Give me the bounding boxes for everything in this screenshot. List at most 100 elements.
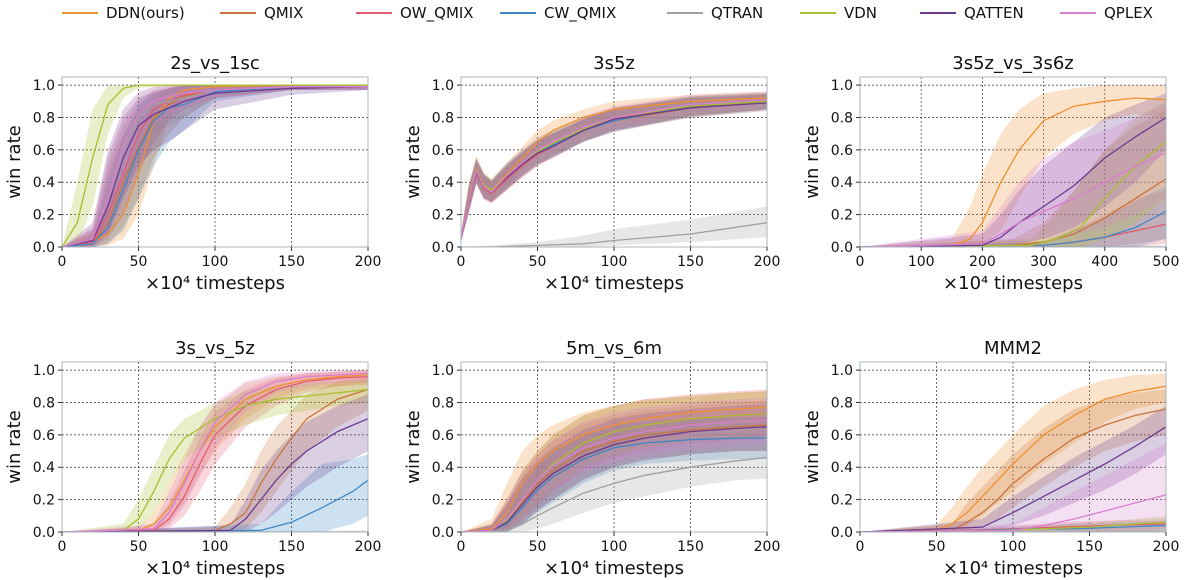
y-axis-label: win rate — [802, 410, 823, 483]
series-band — [860, 101, 1166, 247]
series-band — [860, 520, 1166, 532]
series-band — [62, 370, 368, 532]
y-tick-label: 0.2 — [33, 208, 55, 224]
y-tick-label: 1.0 — [432, 363, 454, 379]
x-tick-label: 100 — [601, 254, 628, 270]
legend-swatch — [62, 12, 98, 14]
x-tick-label: 50 — [130, 254, 148, 270]
y-tick-label: 0.2 — [33, 493, 55, 509]
x-tick-label: 200 — [355, 254, 382, 270]
series-band — [860, 405, 1166, 532]
series-line — [62, 375, 368, 532]
x-tick-label: 100 — [601, 539, 628, 555]
series-band — [62, 454, 368, 532]
x-tick-label: 100 — [908, 254, 935, 270]
y-tick-label: 0.2 — [432, 493, 454, 509]
series-line — [62, 84, 368, 247]
y-tick-label: 0.0 — [33, 525, 55, 541]
series-band — [62, 376, 368, 532]
legend-swatch — [500, 12, 536, 14]
legend-item: QATTEN — [920, 2, 1024, 24]
x-tick-label: 0 — [58, 539, 67, 555]
chart-panel: 0.0 0.2 0.4 0.6 0.8 1.0 0 50 100 150 200 2s_vs_1sc ×… — [4, 53, 381, 294]
y-tick-label: 0.4 — [432, 460, 454, 476]
x-tick-label: 500 — [1153, 254, 1180, 270]
x-tick-label: 0 — [58, 254, 67, 270]
series-line — [461, 97, 767, 240]
x-tick-label: 150 — [677, 539, 704, 555]
y-tick-label: 1.0 — [432, 78, 454, 94]
series-line — [461, 456, 767, 532]
x-tick-label: 0 — [457, 254, 466, 270]
chart-panel: 0.0 0.2 0.4 0.6 0.8 1.0 0 50 100 150 200 3s5z ×10⁴ t… — [403, 53, 780, 294]
y-tick-label: 0.8 — [831, 395, 853, 411]
series-line — [62, 374, 368, 532]
x-axis-label: ×10⁴ timesteps — [544, 273, 684, 294]
panel-title: 3s5z_vs_3s6z — [952, 53, 1074, 74]
panel-title: MMM2 — [984, 338, 1042, 359]
y-tick-label: 0.0 — [831, 525, 853, 541]
x-tick-label: 50 — [529, 254, 547, 270]
x-axis-label: ×10⁴ timesteps — [943, 558, 1083, 579]
series-band — [461, 94, 767, 243]
legend-label: QMIX — [264, 4, 304, 22]
series-line — [461, 99, 767, 240]
chart-panel: 0.0 0.2 0.4 0.6 0.8 1.0 0 50 100 150 200 3s_vs_5z ×1… — [4, 338, 381, 579]
series-band — [860, 190, 1166, 247]
y-axis-label: win rate — [802, 125, 823, 198]
y-tick-label: 1.0 — [831, 363, 853, 379]
x-axis-label: ×10⁴ timesteps — [544, 558, 684, 579]
series-line — [860, 385, 1166, 532]
legend-swatch — [920, 12, 956, 14]
series-line — [860, 97, 1166, 247]
series-line — [860, 152, 1166, 247]
series-band — [860, 373, 1166, 532]
x-tick-label: 150 — [1076, 539, 1103, 555]
chart-panel: 0.0 0.2 0.4 0.6 0.8 1.0 0 50 100 150 200 5m_vs_6m ×1… — [403, 338, 780, 579]
y-tick-label: 0.6 — [432, 143, 454, 159]
y-tick-label: 0.8 — [33, 395, 55, 411]
series-band — [461, 206, 767, 247]
y-tick-label: 0.2 — [831, 208, 853, 224]
legend-item: OW_QMIX — [356, 2, 474, 24]
y-tick-label: 0.0 — [831, 240, 853, 256]
series-line — [461, 413, 767, 532]
x-axis-label: ×10⁴ timesteps — [145, 273, 285, 294]
plot-area — [860, 77, 1166, 247]
y-tick-label: 1.0 — [831, 78, 853, 94]
series-line — [461, 406, 767, 532]
legend-item: DDN(ours) — [62, 2, 185, 24]
y-tick-label: 0.0 — [432, 525, 454, 541]
y-tick-label: 0.2 — [831, 493, 853, 509]
legend-item: QPLEX — [1060, 2, 1153, 24]
legend-label: QATTEN — [964, 4, 1024, 22]
legend-swatch — [667, 12, 703, 14]
series-band — [860, 104, 1166, 247]
plot-series — [62, 370, 368, 532]
series-line — [62, 388, 368, 532]
series-line — [461, 426, 767, 532]
x-tick-label: 100 — [202, 254, 229, 270]
series-band — [62, 370, 368, 532]
y-tick-label: 0.6 — [432, 428, 454, 444]
series-band — [62, 379, 368, 532]
x-tick-label: 200 — [754, 539, 781, 555]
legend-swatch — [800, 12, 836, 14]
series-line — [860, 494, 1166, 532]
x-tick-label: 100 — [202, 539, 229, 555]
series-band — [860, 93, 1166, 247]
x-tick-label: 0 — [457, 539, 466, 555]
y-tick-label: 0.4 — [432, 175, 454, 191]
x-tick-label: 0 — [856, 539, 865, 555]
x-axis-label: ×10⁴ timesteps — [145, 558, 285, 579]
series-band — [860, 389, 1166, 532]
y-axis-label: win rate — [403, 125, 424, 198]
series-line — [62, 86, 368, 247]
series-band — [461, 93, 767, 243]
chart-panel: 0.0 0.2 0.4 0.6 0.8 1.0 0 50 100 150 200 MMM2 ×10⁴ t… — [802, 338, 1179, 579]
series-line — [62, 418, 368, 532]
legend-swatch — [220, 12, 256, 14]
y-tick-label: 0.4 — [33, 175, 55, 191]
series-line — [62, 86, 368, 247]
